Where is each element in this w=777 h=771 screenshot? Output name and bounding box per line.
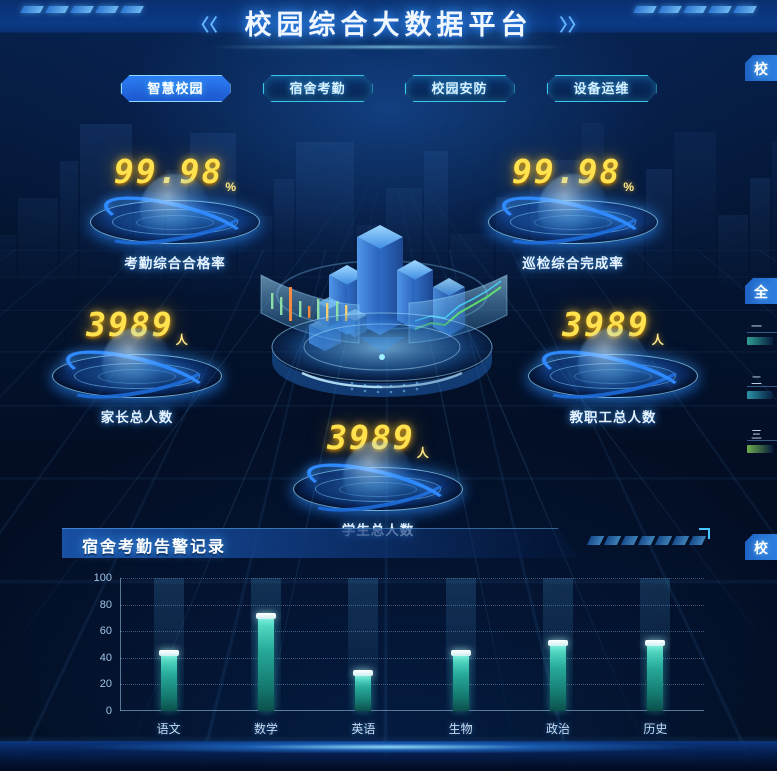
y-axis-line xyxy=(120,578,121,711)
panel-title: 宿舍考勤告警记录 xyxy=(82,539,227,556)
grid-line xyxy=(120,631,704,633)
kpi-student-total: 3989人学生总人数 xyxy=(283,418,473,539)
kpi-exam-pass-rate: 99.98% 考勤综合合格率 xyxy=(80,152,270,272)
x-tick-label: 英语 xyxy=(351,722,376,736)
rank-divider xyxy=(747,332,777,333)
page-title: 校园综合大数据平台 xyxy=(244,10,533,40)
kpi-staff-total-label: 教职工总人数 xyxy=(569,409,657,425)
bar-body xyxy=(258,617,274,711)
bar-历史[interactable] xyxy=(645,639,666,711)
kpi-staff-total: 3989 人教职工总人数 xyxy=(518,305,708,426)
y-tick-label: 20 xyxy=(99,678,112,691)
bar-cap xyxy=(548,639,568,646)
bar-cap xyxy=(645,639,666,646)
bar-数学[interactable] xyxy=(256,612,276,711)
y-axis: 0 20 40 60 80 100 xyxy=(62,572,112,717)
y-tick-label: 80 xyxy=(99,598,112,611)
panel-header: 宿舍考勤告警记录 xyxy=(62,528,710,558)
side-panel-middle-header[interactable]: 全 xyxy=(745,278,777,304)
side-panel-middle-title: 全 xyxy=(754,284,768,300)
rank-progress-bar xyxy=(747,337,773,345)
kpi-student-total-disc-icon xyxy=(293,440,463,525)
bar-语文[interactable] xyxy=(158,650,179,711)
x-tick-label: 生物 xyxy=(448,722,473,736)
bar-cap xyxy=(256,612,276,619)
grid-line xyxy=(120,604,704,606)
nav-tab-4[interactable]: 设备运维 xyxy=(547,75,657,102)
rank-list: 一二三 xyxy=(745,318,777,462)
kpi-patrol-complete: 99.98% 巡检综合完成率 xyxy=(478,152,668,272)
kpi-exam-pass-rate-disc-icon xyxy=(90,173,260,258)
chevron-right-icon: 〉〉 xyxy=(559,16,586,35)
bar-英语[interactable] xyxy=(353,670,374,711)
bar-chart: 0 20 40 60 80 100 语文 数学 英语 生物 政治 历史 xyxy=(62,568,710,743)
rank-divider xyxy=(747,440,777,441)
bar-cap xyxy=(158,650,179,657)
bottom-glow xyxy=(0,741,777,753)
plot-area: 语文 数学 英语 生物 政治 历史 xyxy=(120,578,704,736)
nav-tab-1[interactable]: 智慧校园 xyxy=(121,75,231,102)
side-panel-bottom-title: 校 xyxy=(754,540,768,556)
nav-tab-bar: 智慧校园 宿舍考勤 校园安防 设备运维 xyxy=(0,75,777,105)
dorm-attendance-alarm-panel: 宿舍考勤告警记录 0 20 40 60 80 100 语文 数学 英语 生物 政治 历史 xyxy=(62,528,710,743)
bar-政治[interactable] xyxy=(548,639,568,711)
side-panel-bottom[interactable]: 校 xyxy=(745,534,777,560)
rank-progress-bar xyxy=(747,445,773,453)
kpi-parent-total-label: 家长总人数 xyxy=(100,409,174,425)
y-tick-label: 60 xyxy=(99,625,112,638)
side-panel-middle[interactable]: 全 一二三 xyxy=(745,278,777,480)
grid-line xyxy=(120,578,704,579)
grid-line xyxy=(120,657,704,659)
bar-body xyxy=(452,655,469,711)
kpi-staff-total-disc-icon xyxy=(528,327,698,412)
kpi-parent-total: 3989 人家长总人数 xyxy=(42,305,232,426)
side-panel-top-title: 校 xyxy=(754,61,768,77)
bar-body xyxy=(355,675,372,711)
side-panel-bottom-header[interactable]: 校 xyxy=(745,534,777,560)
bar-body xyxy=(647,644,664,711)
x-tick-label: 政治 xyxy=(545,722,570,736)
x-tick-label: 数学 xyxy=(253,722,278,736)
grid-line xyxy=(120,684,704,686)
chevron-left-icon: 〈〈 xyxy=(192,16,218,35)
nav-tab-2[interactable]: 宿舍考勤 xyxy=(263,75,373,102)
rank-divider xyxy=(747,386,777,387)
x-axis-line xyxy=(120,710,704,711)
y-tick-label: 0 xyxy=(105,705,112,717)
kpi-parent-total-disc-icon xyxy=(52,327,222,412)
kpi-patrol-complete-label: 巡检综合完成率 xyxy=(522,255,624,271)
bar-body xyxy=(550,644,566,711)
bar-生物[interactable] xyxy=(450,650,471,711)
panel-corner-accent xyxy=(699,528,710,539)
nav-tab-3[interactable]: 校园安防 xyxy=(405,75,515,102)
bar-body xyxy=(160,655,177,711)
bar-cap xyxy=(353,670,374,677)
rank-row[interactable]: 二 xyxy=(745,372,777,408)
panel-header-decoration xyxy=(586,536,707,545)
central-3d-data-city xyxy=(247,175,517,410)
rank-progress-bar xyxy=(747,391,773,399)
kpi-patrol-complete-disc-icon xyxy=(488,173,658,258)
rank-row[interactable]: 一 xyxy=(745,318,777,354)
y-tick-label: 40 xyxy=(99,651,112,664)
side-panel-top[interactable]: 校 xyxy=(745,55,777,81)
x-tick-label: 历史 xyxy=(643,722,668,736)
app-header: 〈〈 校园综合大数据平台 〉〉 xyxy=(0,0,777,58)
bar-cap xyxy=(450,650,471,657)
side-panel-top-header[interactable]: 校 xyxy=(745,55,777,81)
rank-row[interactable]: 三 xyxy=(745,426,777,462)
x-tick-label: 语文 xyxy=(156,722,181,736)
kpi-exam-pass-rate-label: 考勤综合合格率 xyxy=(124,255,226,271)
y-tick-label: 100 xyxy=(93,572,112,584)
header-glow-line xyxy=(209,46,568,48)
